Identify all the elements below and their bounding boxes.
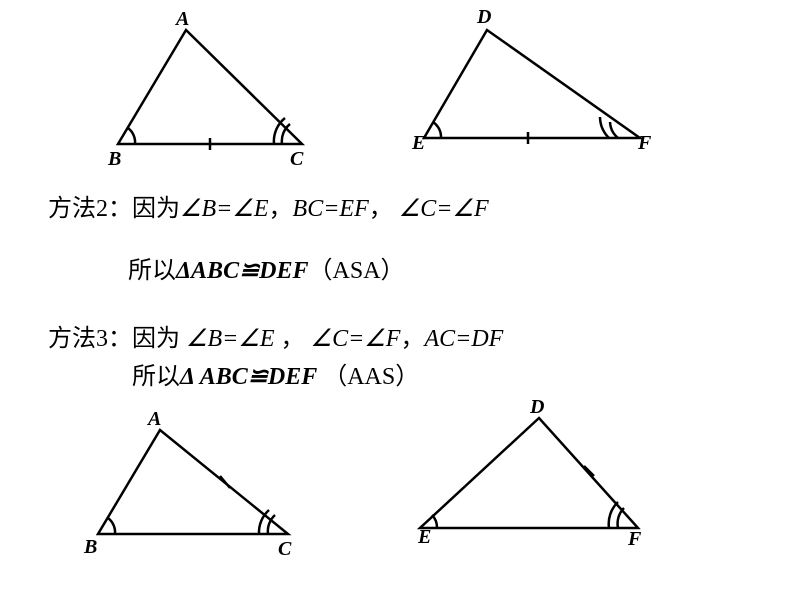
vertex-d-bot: D — [530, 396, 544, 419]
vertex-f-bot: F — [628, 528, 641, 551]
page: A B C D E F 方法2：因为∠B=∠E，BC=EF， ∠C=∠F 所以Δ… — [0, 0, 794, 596]
triangle-def-bottom — [0, 0, 794, 596]
vertex-e-bot: E — [418, 526, 431, 549]
